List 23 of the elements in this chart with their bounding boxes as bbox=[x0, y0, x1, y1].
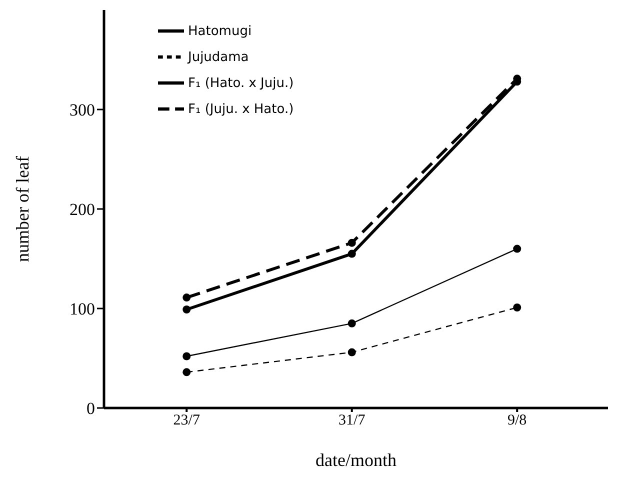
legend-label: F₁ (Hato. x Juju.) bbox=[188, 76, 294, 91]
point bbox=[348, 250, 356, 258]
x-tick-label: 23/7 bbox=[173, 412, 200, 429]
point bbox=[182, 368, 191, 376]
legend-label: F₁ (Juju. x Hato.) bbox=[188, 102, 294, 117]
point bbox=[348, 348, 356, 356]
y-tick-label: 0 bbox=[86, 399, 95, 418]
y-tick-label: 300 bbox=[70, 100, 95, 120]
point bbox=[513, 244, 522, 253]
legend-label: Hatomugi bbox=[188, 24, 252, 39]
point bbox=[348, 319, 356, 328]
point bbox=[513, 304, 522, 312]
y-tick-label: 100 bbox=[70, 300, 95, 319]
x-tick-label: 31/7 bbox=[338, 412, 366, 429]
point bbox=[182, 294, 191, 302]
point bbox=[348, 238, 356, 247]
point bbox=[182, 305, 191, 314]
y-axis-title: number of leaf bbox=[12, 156, 32, 262]
point bbox=[182, 352, 191, 360]
legend-label: Jujudama bbox=[188, 50, 249, 65]
x-tick-label: 9/8 bbox=[508, 412, 527, 429]
x-axis-title: date/month bbox=[316, 450, 396, 470]
y-tick-label: 200 bbox=[70, 200, 95, 220]
